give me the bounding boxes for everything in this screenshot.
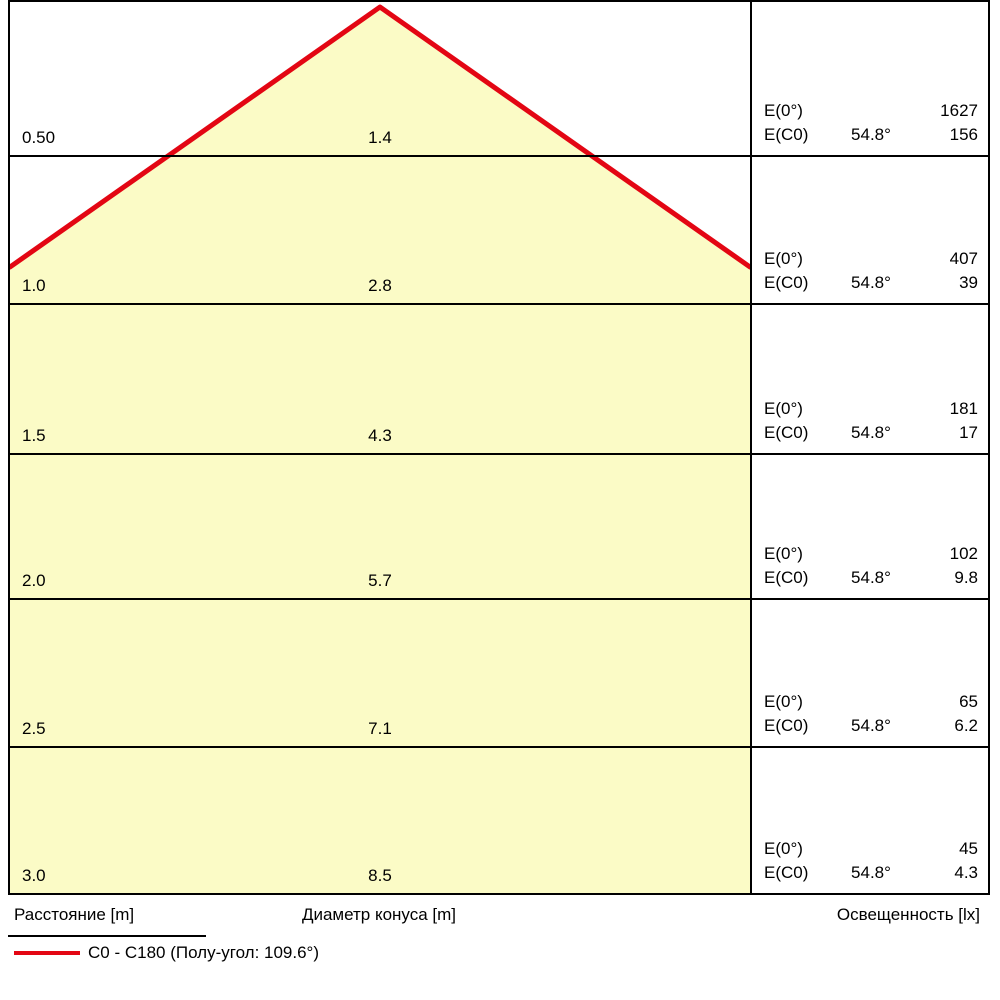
ec0-label: E(C0): [764, 716, 809, 735]
table-row: 1.0 2.8 E(0°) 407 E(C0) 54.8° 39: [10, 157, 988, 305]
ec0-angle: 54.8°: [851, 423, 891, 442]
cone-cell: 1.0 2.8: [10, 157, 750, 303]
e0-value: 65: [959, 692, 978, 711]
table-row: 0.50 1.4 E(0°) 1627 E(C0) 54.8° 156: [10, 2, 988, 157]
cone-fill-area: [10, 7, 750, 893]
e0-value: 102: [949, 544, 978, 563]
light-cone-chart: [10, 4, 750, 893]
diameter-value: 2.8: [368, 276, 392, 295]
ec0-label: E(C0): [764, 423, 809, 442]
e0-line: E(0°) 1627: [764, 99, 978, 123]
e0-label: E(0°): [764, 839, 803, 858]
e0-line: E(0°) 102: [764, 542, 978, 566]
e0-line: E(0°) 65: [764, 690, 978, 714]
diameter-value: 8.5: [368, 866, 392, 885]
ec0-label: E(C0): [764, 863, 809, 882]
e0-line: E(0°) 45: [764, 837, 978, 861]
ec0-angle: 54.8°: [851, 716, 891, 735]
spacer: [835, 690, 906, 714]
e0-value: 1627: [940, 101, 978, 120]
ec0-angle: 54.8°: [851, 863, 891, 882]
e0-label: E(0°): [764, 249, 803, 268]
ec0-value: 39: [959, 273, 978, 292]
spacer: [835, 99, 906, 123]
ec0-line: E(C0) 54.8° 4.3: [764, 861, 978, 885]
cone-beam-line: [10, 4, 750, 270]
ec0-line: E(C0) 54.8° 9.8: [764, 566, 978, 590]
e0-label: E(0°): [764, 544, 803, 563]
distance-value: 2.5: [22, 719, 46, 738]
ec0-angle: 54.8°: [851, 125, 891, 144]
cone-cell: 0.50 1.4: [10, 2, 750, 155]
legend-separator: [8, 935, 206, 937]
cone-cell: 1.5 4.3: [10, 305, 750, 453]
illuminance-cell: E(0°) 1627 E(C0) 54.8° 156: [752, 2, 988, 155]
diameter-value: 4.3: [368, 426, 392, 445]
ec0-label: E(C0): [764, 568, 809, 587]
ec0-angle: 54.8°: [851, 568, 891, 587]
legend-label: C0 - C180 (Полу-угол: 109.6°): [88, 943, 320, 962]
ec0-value: 17: [959, 423, 978, 442]
distance-value: 1.5: [22, 426, 46, 445]
cone-cell: 2.5 7.1: [10, 600, 750, 746]
diameter-value: 5.7: [368, 571, 392, 590]
spacer: [835, 247, 906, 271]
ec0-value: 4.3: [954, 863, 978, 882]
ec0-value: 6.2: [954, 716, 978, 735]
e0-line: E(0°) 407: [764, 247, 978, 271]
ec0-label: E(C0): [764, 125, 809, 144]
cone-cell: 2.0 5.7: [10, 455, 750, 598]
e0-label: E(0°): [764, 101, 803, 120]
illuminance-cell: E(0°) 102 E(C0) 54.8° 9.8: [752, 455, 988, 598]
spacer: [835, 837, 906, 861]
ec0-label: E(C0): [764, 273, 809, 292]
e0-value: 181: [949, 399, 978, 418]
cone-diagram-table: 0.50 1.4 E(0°) 1627 E(C0) 54.8° 156 1.0 …: [8, 0, 990, 895]
spacer: [835, 542, 906, 566]
ec0-line: E(C0) 54.8° 6.2: [764, 714, 978, 738]
table-row: 3.0 8.5 E(0°) 45 E(C0) 54.8° 4.3: [10, 748, 988, 893]
cone-cell: 3.0 8.5: [10, 748, 750, 893]
ec0-line: E(C0) 54.8° 156: [764, 123, 978, 147]
e0-value: 45: [959, 839, 978, 858]
e0-line: E(0°) 181: [764, 397, 978, 421]
diameter-value: 7.1: [368, 719, 392, 738]
e0-label: E(0°): [764, 399, 803, 418]
ec0-value: 9.8: [954, 568, 978, 587]
column-divider: [750, 2, 752, 893]
e0-label: E(0°): [764, 692, 803, 711]
illuminance-cell: E(0°) 65 E(C0) 54.8° 6.2: [752, 600, 988, 746]
distance-value: 3.0: [22, 866, 46, 885]
distance-value: 2.0: [22, 571, 46, 590]
spacer: [835, 397, 906, 421]
illuminance-axis-label: Освещенность [lx]: [836, 905, 980, 924]
diameter-axis-label: Диаметр конуса [m]: [301, 905, 457, 924]
legend-line-icon: [14, 951, 80, 955]
table-row: 2.5 7.1 E(0°) 65 E(C0) 54.8° 6.2: [10, 600, 988, 748]
table-row: 1.5 4.3 E(0°) 181 E(C0) 54.8° 17: [10, 305, 988, 455]
diameter-value: 1.4: [368, 128, 392, 147]
ec0-angle: 54.8°: [851, 273, 891, 292]
ec0-line: E(C0) 54.8° 39: [764, 271, 978, 295]
ec0-value: 156: [949, 125, 978, 144]
e0-value: 407: [949, 249, 978, 268]
table-row: 2.0 5.7 E(0°) 102 E(C0) 54.8° 9.8: [10, 455, 988, 600]
illuminance-cell: E(0°) 181 E(C0) 54.8° 17: [752, 305, 988, 453]
ec0-line: E(C0) 54.8° 17: [764, 421, 978, 445]
distance-value: 1.0: [22, 276, 46, 295]
legend: C0 - C180 (Полу-угол: 109.6°): [8, 940, 990, 970]
distance-axis-label: Расстояние [m]: [14, 905, 135, 924]
distance-value: 0.50: [22, 128, 56, 147]
axis-labels: Расстояние [m] Диаметр конуса [m] Освеще…: [8, 899, 990, 933]
illuminance-cell: E(0°) 407 E(C0) 54.8° 39: [752, 157, 988, 303]
illuminance-cell: E(0°) 45 E(C0) 54.8° 4.3: [752, 748, 988, 893]
